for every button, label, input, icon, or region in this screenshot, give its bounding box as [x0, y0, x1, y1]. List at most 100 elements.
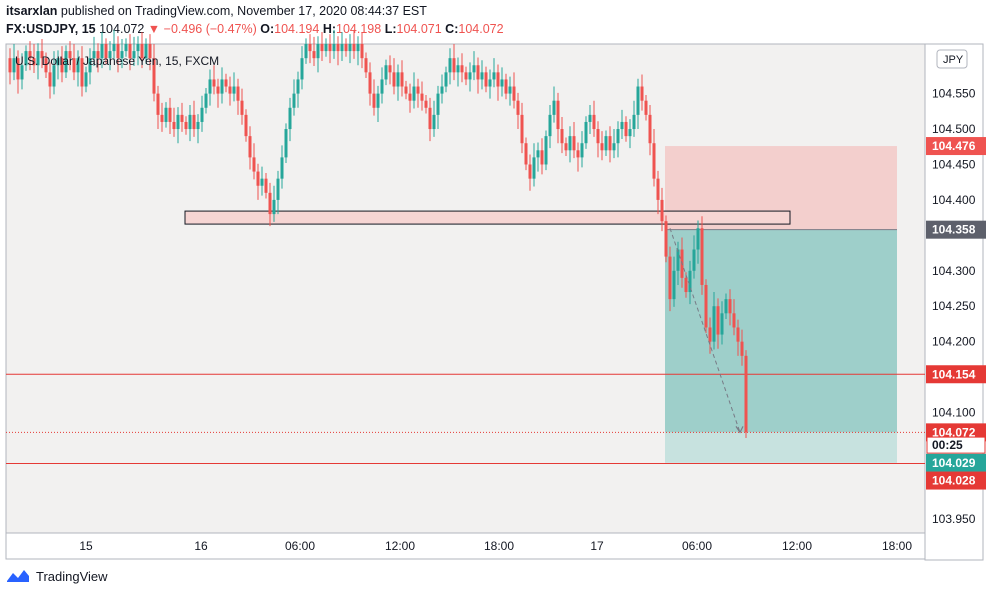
candle-body[interactable] [468, 72, 472, 80]
candle-body[interactable] [40, 51, 44, 59]
candle-body[interactable] [376, 93, 380, 108]
candle-body[interactable] [480, 72, 484, 80]
candle-body[interactable] [628, 129, 632, 137]
candle-body[interactable] [192, 114, 196, 130]
candle-body[interactable] [28, 51, 32, 59]
candle-body[interactable] [116, 44, 120, 59]
candle-body[interactable] [304, 44, 308, 59]
candle-body[interactable] [424, 100, 428, 108]
candle-body[interactable] [696, 228, 700, 250]
candle-body[interactable] [60, 58, 64, 73]
candle-body[interactable] [548, 114, 552, 137]
candle-body[interactable] [616, 129, 620, 144]
candle-body[interactable] [296, 79, 300, 94]
candle-body[interactable] [272, 199, 276, 215]
author-name[interactable]: itsarxlan [6, 4, 58, 18]
take-profit-zone-filled[interactable] [665, 229, 897, 433]
candle-body[interactable] [708, 327, 712, 342]
candle-body[interactable] [444, 72, 448, 87]
candle-body[interactable] [440, 86, 444, 94]
candle-body[interactable] [128, 44, 132, 59]
take-profit-zone[interactable] [665, 432, 897, 463]
candle-body[interactable] [504, 79, 508, 94]
candle-body[interactable] [704, 284, 708, 328]
candle-body[interactable] [124, 44, 128, 52]
candle-body[interactable] [260, 178, 264, 186]
candle-body[interactable] [592, 114, 596, 130]
candle-body[interactable] [48, 72, 52, 87]
candle-body[interactable] [36, 51, 40, 66]
candle-body[interactable] [320, 44, 324, 52]
candle-body[interactable] [660, 199, 664, 222]
candle-body[interactable] [184, 121, 188, 130]
candle-body[interactable] [516, 100, 520, 115]
candle-body[interactable] [372, 93, 376, 108]
candle-body[interactable] [496, 72, 500, 87]
tradingview-logo[interactable]: TradingView [6, 568, 108, 584]
candle-body[interactable] [636, 86, 640, 115]
candle-body[interactable] [744, 355, 748, 433]
candle-body[interactable] [108, 51, 112, 59]
candle-body[interactable] [64, 51, 68, 73]
candle-body[interactable] [408, 93, 412, 101]
candle-body[interactable] [256, 171, 260, 186]
candle-body[interactable] [580, 143, 584, 158]
candle-body[interactable] [448, 58, 452, 73]
candle-body[interactable] [604, 136, 608, 151]
candle-body[interactable] [160, 114, 164, 122]
candle-body[interactable] [88, 58, 92, 73]
candle-body[interactable] [508, 86, 512, 94]
candle-body[interactable] [640, 86, 644, 101]
candle-body[interactable] [576, 150, 580, 158]
candle-body[interactable] [216, 86, 220, 94]
candle-body[interactable] [268, 192, 272, 215]
candle-body[interactable] [736, 327, 740, 342]
currency-badge[interactable] [936, 49, 968, 69]
candle-body[interactable] [96, 51, 100, 59]
candle-body[interactable] [176, 114, 180, 130]
candle-body[interactable] [52, 65, 56, 87]
candle-body[interactable] [420, 93, 424, 101]
candle-body[interactable] [624, 121, 628, 137]
candle-body[interactable] [264, 178, 268, 193]
candle-body[interactable] [556, 100, 560, 130]
candle-body[interactable] [324, 44, 328, 52]
candle-body[interactable] [656, 178, 660, 200]
candle-body[interactable] [8, 58, 12, 73]
candle-body[interactable] [228, 86, 232, 94]
candle-body[interactable] [520, 114, 524, 144]
candle-body[interactable] [196, 121, 200, 130]
candle-body[interactable] [720, 313, 724, 335]
candle-body[interactable] [92, 51, 96, 59]
candle-body[interactable] [284, 129, 288, 158]
candle-body[interactable] [188, 114, 192, 130]
candle-body[interactable] [364, 58, 368, 73]
candle-body[interactable] [204, 93, 208, 108]
candle-body[interactable] [348, 44, 352, 52]
candle-body[interactable] [404, 86, 408, 94]
candle-body[interactable] [84, 72, 88, 87]
candle-body[interactable] [168, 107, 172, 122]
candle-body[interactable] [112, 44, 116, 52]
candle-body[interactable] [560, 129, 564, 144]
candle-body[interactable] [312, 51, 316, 59]
candle-body[interactable] [584, 121, 588, 144]
candle-body[interactable] [244, 114, 248, 137]
candle-body[interactable] [416, 86, 420, 94]
candle-body[interactable] [232, 86, 236, 94]
candle-body[interactable] [336, 44, 340, 52]
candle-body[interactable] [32, 58, 36, 66]
candle-body[interactable] [248, 136, 252, 158]
candle-body[interactable] [568, 136, 572, 151]
candle-body[interactable] [340, 44, 344, 52]
candle-body[interactable] [20, 65, 24, 80]
candle-body[interactable] [392, 72, 396, 87]
candle-body[interactable] [396, 72, 400, 87]
candle-body[interactable] [352, 44, 356, 52]
candle-body[interactable] [500, 79, 504, 87]
candle-body[interactable] [360, 44, 364, 59]
candle-body[interactable] [344, 44, 348, 52]
candle-body[interactable] [156, 93, 160, 115]
candle-body[interactable] [672, 270, 676, 300]
candle-body[interactable] [620, 121, 624, 130]
